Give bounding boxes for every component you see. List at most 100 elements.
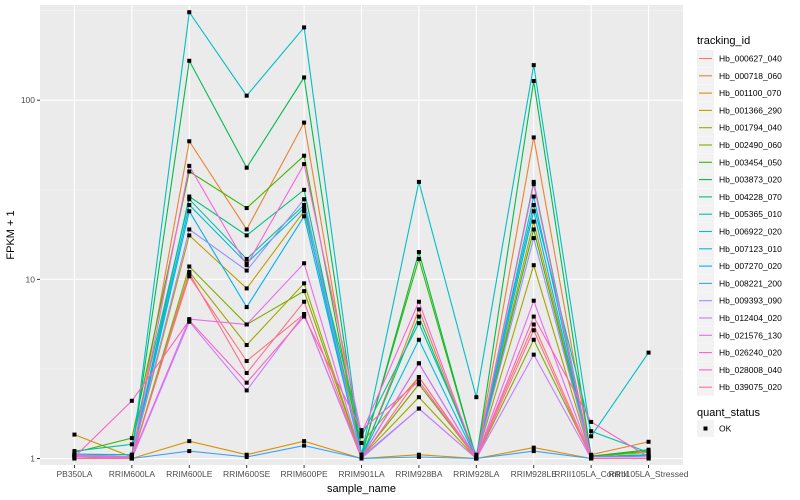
data-point: [302, 25, 307, 30]
data-point: [531, 445, 536, 450]
data-point: [187, 233, 192, 238]
legend-label: Hb_007270_020: [719, 261, 782, 271]
data-point: [302, 443, 307, 448]
data-point: [302, 203, 307, 208]
x-tick-label: RRIM928LA: [453, 469, 500, 479]
data-point: [531, 322, 536, 327]
data-point: [589, 429, 594, 434]
legend-label: Hb_001100_070: [719, 88, 782, 98]
data-point: [244, 286, 249, 291]
data-point: [302, 312, 307, 317]
data-point: [187, 163, 192, 168]
data-point: [416, 452, 421, 457]
legend-label: Hb_000627_040: [719, 54, 782, 64]
legend-label: Hb_012404_020: [719, 313, 782, 323]
data-point: [531, 227, 536, 232]
legend-label: Hb_021576_130: [719, 330, 782, 340]
data-point: [244, 256, 249, 261]
legend-title-tracking-id: tracking_id: [697, 35, 750, 47]
data-point: [187, 10, 192, 15]
data-point: [302, 75, 307, 80]
x-tick-label: PB350LA: [56, 469, 92, 479]
data-point: [187, 274, 192, 279]
x-tick-label: RRIM600LA: [109, 469, 156, 479]
data-point: [72, 432, 77, 437]
data-point: [187, 169, 192, 174]
legend-label: Hb_026240_020: [719, 348, 782, 358]
x-tick-label: RRIM901LA: [338, 469, 385, 479]
data-point: [244, 93, 249, 98]
data-point: [531, 449, 536, 454]
data-point: [416, 250, 421, 255]
x-tick-label: RRII105LA_Control: [554, 469, 628, 479]
data-point: [359, 441, 364, 446]
legend-label: Hb_008221_200: [719, 278, 782, 288]
data-point: [244, 380, 249, 385]
y-tick-label: 1: [30, 454, 35, 464]
data-point: [531, 337, 536, 342]
data-point: [187, 194, 192, 199]
data-point: [72, 456, 77, 461]
data-point: [474, 456, 479, 461]
legend-label: Hb_007123_010: [719, 244, 782, 254]
data-point: [129, 436, 134, 441]
data-point: [646, 350, 651, 355]
data-point: [187, 264, 192, 269]
data-point: [531, 352, 536, 357]
data-point: [244, 268, 249, 273]
legend-shape-entries: OK: [697, 420, 732, 437]
data-point: [416, 406, 421, 411]
data-point: [187, 271, 192, 276]
data-point: [531, 263, 536, 268]
y-tick-label: 100: [21, 95, 35, 105]
data-point: [187, 58, 192, 63]
y-axis-title: FPKM + 1: [5, 210, 17, 259]
data-point: [531, 79, 536, 84]
data-point: [244, 305, 249, 310]
legend-shape-label: OK: [719, 424, 732, 434]
data-point: [416, 321, 421, 326]
data-point: [302, 197, 307, 202]
data-point: [244, 263, 249, 268]
data-point: [531, 182, 536, 187]
x-tick-label: RRIM600PE: [280, 469, 328, 479]
x-tick-label: RRIM600LE: [166, 469, 213, 479]
legend-color-entries: Hb_000627_040 Hb_000718_060 Hb_001100_070 H…: [697, 50, 782, 396]
data-point: [416, 382, 421, 387]
legend-label: Hb_003873_020: [719, 175, 782, 185]
x-tick-label: RRIM928LE: [511, 469, 558, 479]
legend-label: Hb_003454_050: [719, 157, 782, 167]
data-point: [416, 307, 421, 312]
data-point: [187, 227, 192, 232]
data-point: [302, 206, 307, 211]
data-point: [244, 359, 249, 364]
legend-label: Hb_006922_020: [719, 227, 782, 237]
legend-label: Hb_028008_040: [719, 365, 782, 375]
data-point: [416, 379, 421, 384]
legend-label: Hb_000718_060: [719, 71, 782, 81]
data-point: [244, 322, 249, 327]
data-point: [646, 450, 651, 455]
data-point: [474, 452, 479, 457]
data-point: [646, 456, 651, 461]
data-point: [302, 120, 307, 125]
data-point: [302, 209, 307, 214]
data-point: [359, 434, 364, 439]
y-tick-label: 10: [26, 274, 36, 284]
data-point: [359, 431, 364, 436]
data-point: [187, 449, 192, 454]
data-point: [72, 452, 77, 457]
data-point: [129, 442, 134, 447]
data-point: [302, 299, 307, 304]
data-point: [187, 439, 192, 444]
legend-label: Hb_005365_010: [719, 209, 782, 219]
data-point: [302, 187, 307, 192]
data-point: [531, 314, 536, 319]
data-point: [302, 281, 307, 286]
data-point: [589, 456, 594, 461]
data-point: [302, 439, 307, 444]
data-point: [531, 179, 536, 184]
data-point: [302, 289, 307, 294]
data-point: [129, 452, 134, 457]
